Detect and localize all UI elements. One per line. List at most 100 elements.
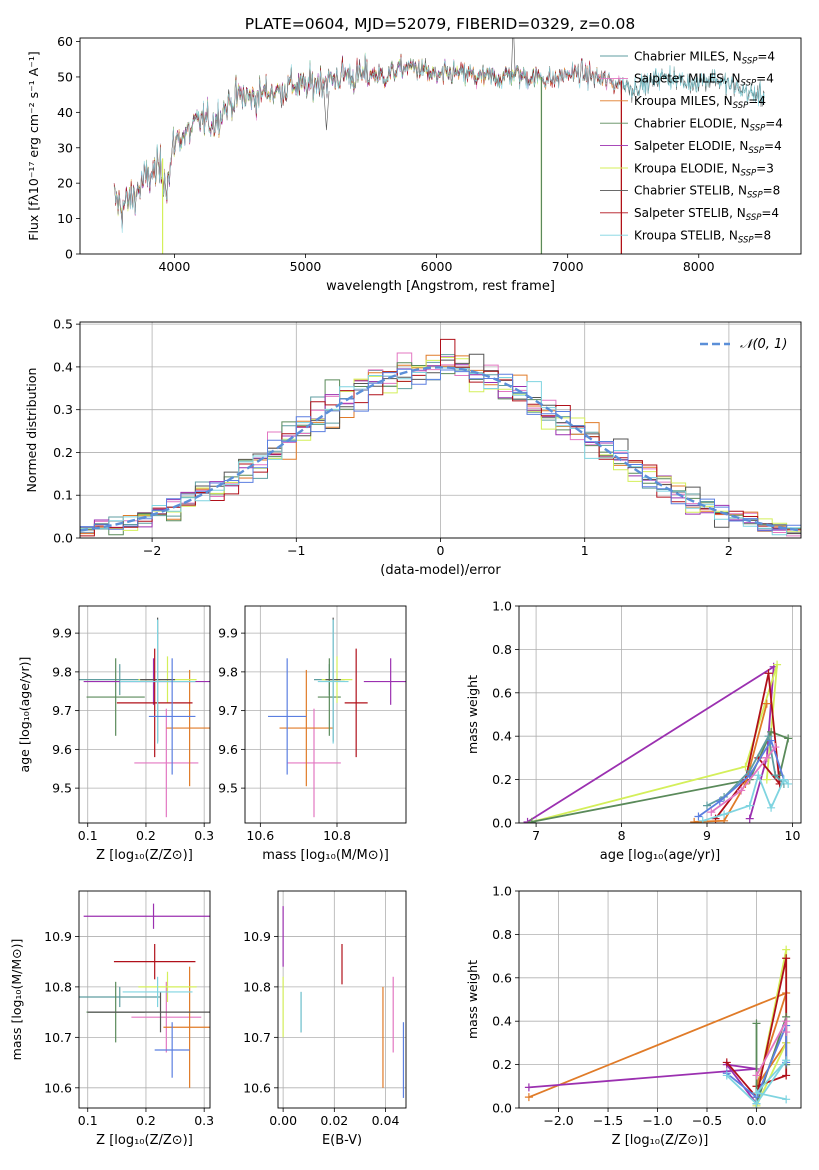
y-tick-label: 0.4 [492,1014,512,1029]
x-tick-label: 7000 [552,259,584,274]
x-tick-label: −0.5 [692,1113,722,1128]
weight-marker [782,1028,791,1037]
residuals-axes: −2 −1 0 1 2 0.0 0.1 0.2 0.3 0.4 0.5 (data-model)/er… [24,317,802,578]
weight-line [694,703,768,823]
weight-marker [782,954,791,963]
weight-marker [782,1071,791,1080]
weight-line [710,746,777,813]
legend-subscript: SSP [733,101,749,111]
x-axis-label: E(B-V) [322,1133,362,1148]
legend-subscript: SSP [748,146,764,156]
legend-label: Chabrier STELIB, NSSP=8 [634,184,780,201]
x-tick-label: 0.2 [136,828,156,843]
legend-series-name: Salpeter ELODIE, N [634,139,748,153]
x-tick-label: 4000 [158,259,190,274]
legend-nssp: =4 [756,72,774,86]
y-tick-label: 0.5 [53,317,73,332]
x-tick-label: 5000 [290,259,322,274]
weight-marker [779,775,788,784]
legend-subscript: SSP [741,79,757,89]
legend-label: Chabrier MILES, NSSP=4 [634,49,775,66]
x-tick-label: −1.0 [642,1113,672,1128]
y-tick-label: 1.0 [492,599,512,614]
x-tick-label: 0.04 [372,1113,400,1128]
y-tick-label: 0.0 [53,531,73,546]
y-axis-label: mass weight [465,675,480,754]
y-tick-label: 60 [57,34,73,49]
x-tick-label: 0.02 [320,1113,348,1128]
x-tick-label: 0.1 [78,828,98,843]
legend-series-name: Kroupa MILES, N [634,94,733,108]
legend-label: Chabrier ELODIE, NSSP=4 [634,117,783,134]
legend-nssp: =4 [764,139,782,153]
x-axis-label: wavelength [Angstrom, rest frame] [326,279,555,294]
legend-series-name: Chabrier ELODIE, N [634,117,750,131]
age_vs_Z-plot-area [79,617,210,818]
weight-marker [767,736,776,745]
spectrum-line [113,53,765,233]
age_vs_Z-frame [78,605,211,824]
weight-marker [784,779,793,788]
weight-marker [754,771,763,780]
weight-marker [782,1095,791,1104]
weight-marker [782,1056,791,1065]
legend-subscript: SSP [747,191,763,201]
legend-series-name: Kroupa STELIB, N [634,229,738,243]
x-tick-label: −1 [287,543,305,558]
y-tick-label: 0 [65,247,73,262]
y-axis-label: Normed distribution [24,368,39,493]
weight-marker [771,743,780,752]
weight-marker [764,732,773,741]
age_vs_mass-axes: 10.6 10.8 9.5 9.6 9.7 9.8 9.9 mass [log₁₀(M/M⊙)… [218,605,407,863]
mass_vs_ebv-frame [277,890,407,1109]
legend-series-name: Salpeter STELIB, N [634,206,746,220]
age_vs_Z-axes: 0.1 0.2 0.3 9.5 9.6 9.7 9.8 9.9 Z [log₁₀(Z/Z⊙)] a… [17,605,214,863]
x-tick-label: 10 [785,828,801,843]
y-tick-label: 9.5 [52,781,72,796]
legend-nssp: =3 [756,161,774,175]
weight-line [531,664,778,823]
weight-marker [527,817,536,823]
histogram-step [80,368,801,532]
y-tick-label: 40 [57,105,73,120]
x-tick-label: −2.0 [543,1113,573,1128]
spectrum-frame [79,37,802,255]
mass_vs_ebv-axes: 0.00 0.02 0.04 10.6 10.7 10.8 10.9 E(B-V) [243,890,407,1148]
y-axis-label: mass [log₁₀(M/M⊙)] [9,939,24,1061]
x-tick-label: 0.3 [194,828,214,843]
x-tick-label: −2 [143,543,161,558]
legend-label: Kroupa ELODIE, NSSP=3 [634,161,774,178]
weight-marker [764,669,773,678]
x-tick-label: −1.5 [593,1113,623,1128]
legend-label: Salpeter ELODIE, NSSP=4 [634,139,782,156]
plots-layer: 4000 5000 6000 7000 80000102030405060wavelen… [9,34,802,1148]
y-tick-label: 9.9 [218,626,238,641]
mass_vs_ebv-plot-area [282,906,405,1098]
y-tick-label: 9.8 [218,664,238,679]
x-tick-label: 0 [437,543,445,558]
legend-subscript: SSP [741,168,757,178]
figure-title: PLATE=0604, MJD=52079, FIBERID=0329, z=0… [245,15,635,33]
legend-series-name: Salpeter MILES, N [634,72,741,86]
legend-label: Salpeter MILES, NSSP=4 [634,72,774,89]
weight_vs_age-frame [518,605,802,824]
legend-nssp: =8 [763,184,781,198]
x-tick-label: 0.1 [78,1113,98,1128]
y-tick-label: 0.2 [53,445,73,460]
weight-marker [524,1093,533,1102]
x-axis-label: age [log₁₀(age/yr)] [600,848,721,863]
y-tick-label: 20 [57,176,73,191]
weight-marker [752,1019,761,1028]
weight-marker [690,817,699,823]
legend-subscript: SSP [742,56,758,66]
legend-nssp: =4 [761,206,779,220]
y-tick-label: 10 [57,211,73,226]
weight-marker [745,801,754,810]
x-tick-label: 10.8 [323,828,351,843]
legend-subscript: SSP [738,236,754,246]
weight-line [726,1025,788,1099]
spectrum-dip [323,91,330,131]
